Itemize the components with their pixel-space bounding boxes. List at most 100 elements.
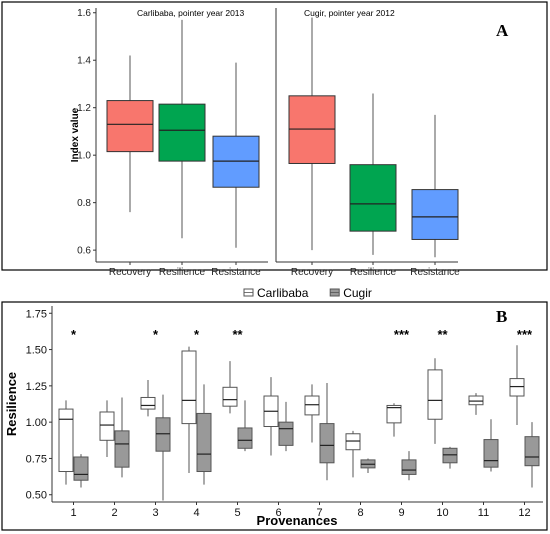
panel-a-carlibaba-resilience-iqr <box>158 103 206 162</box>
panel-b-x-tick-label: 10 <box>436 507 448 519</box>
panel-b-cugir-p7-box <box>319 382 335 481</box>
panel-b-x-tick-label: 5 <box>234 507 240 519</box>
panel-a-cugir-resilience-box <box>349 93 397 255</box>
panel-b-carlibaba-p5-box <box>222 361 238 414</box>
panel-b-y-tick-label: 0.75 <box>26 453 47 465</box>
panel-b-cugir-p7-iqr <box>319 423 335 464</box>
panel-a-letter: A <box>496 21 509 40</box>
panel-b-cugir-p4-iqr <box>196 412 212 473</box>
panel-b-cugir-p12-box <box>524 422 540 488</box>
panel-a-subplot-title: Cugir, pointer year 2012 <box>304 8 395 18</box>
panel-a-x-tick-label: Resilience <box>159 267 206 278</box>
panel-b-cugir-p4-box <box>196 384 212 485</box>
panel-b-boxes <box>58 345 540 501</box>
panel-b-y-tick-label: 1.25 <box>26 381 47 393</box>
panel-b-carlibaba-p10-iqr <box>427 369 443 420</box>
panel-b-carlibaba-p9-box <box>386 403 402 437</box>
panel-b-carlibaba-p4-iqr <box>181 350 197 425</box>
panel-a-cugir-resistance-box <box>411 114 459 258</box>
panel-a-y-tick-label: 1.0 <box>77 151 91 162</box>
panel-b-cugir-p9-iqr <box>401 459 417 475</box>
panel-b: B 0.50 0.75 1.00 1.25 1.50 1.75 Resilience Prov… <box>1 301 548 531</box>
panel-b-carlibaba-p9-iqr <box>386 404 402 424</box>
panel-a-carlibaba-resilience-box <box>158 19 206 239</box>
panel-b-cugir-p5-iqr <box>237 427 253 449</box>
panel-b-carlibaba-p1-iqr <box>58 408 74 473</box>
panel-b-cugir-p1-box <box>73 454 89 488</box>
panel-a-y-tick-label: 0.6 <box>77 246 91 257</box>
panel-b-carlibaba-p11-iqr <box>468 395 484 406</box>
panel-b-cugir-p11-iqr <box>483 439 499 468</box>
panel-b-carlibaba-p7-box <box>304 384 320 443</box>
legend-label: Carlibaba <box>257 286 309 300</box>
panel-b-significance-label: * <box>194 327 200 342</box>
panel-a-carlibaba-recovery-iqr <box>106 100 154 153</box>
panel-b-cugir-p5-box <box>237 400 253 452</box>
panel-b-carlibaba-p12-iqr <box>509 378 525 397</box>
panel-b-cugir-p3-iqr <box>155 417 171 452</box>
panel-b-y-axis-title: Resilience <box>4 372 19 436</box>
panel-b-y-tick-label: 1.00 <box>26 417 47 429</box>
panel-a-carlibaba-recovery-box <box>106 55 154 213</box>
panel-b-x-axis-title: Provenances <box>257 513 338 528</box>
panel-b-carlibaba-p2-iqr <box>99 411 115 441</box>
panel-b-cugir-p6-iqr <box>278 421 294 446</box>
panel-b-x-tick-label: 8 <box>357 507 363 519</box>
panel-b-x-tick-label: 9 <box>398 507 404 519</box>
panel-a-x-tick-label: Resistance <box>410 267 460 278</box>
panel-b-carlibaba-p5-iqr <box>222 386 238 407</box>
panel-b-cugir-p1-iqr <box>73 456 89 481</box>
panel-a-y-tick-label: 1.4 <box>77 56 91 67</box>
panel-b-carlibaba-p1-box <box>58 400 74 485</box>
panel-a-x-tick-label: Recovery <box>291 267 333 278</box>
panel-b-carlibaba-p8-iqr <box>345 433 361 451</box>
panel-a-x-tick-label: Recovery <box>109 267 151 278</box>
panel-b-cugir-p10-iqr <box>442 447 458 464</box>
panel-b-carlibaba-p11-box <box>468 393 484 415</box>
panel-a-boxes <box>106 17 459 258</box>
panel-a-axes: 0.6 0.8 1.0 1.2 1.4 1.6 Index value Carlibaba, … <box>70 8 460 278</box>
panel-b-x-tick-label: 11 <box>478 507 489 519</box>
panel-b-x-tick-label: 12 <box>518 507 530 519</box>
panel-a-y-tick-label: 0.8 <box>77 198 91 209</box>
panel-b-carlibaba-p7-iqr <box>304 395 320 416</box>
panel-b-x-tick-label: 2 <box>111 507 117 519</box>
panel-b-cugir-p2-box <box>114 397 130 478</box>
panel-b-letter: B <box>496 307 507 326</box>
panel-b-cugir-p10-box <box>442 446 458 469</box>
panel-b-carlibaba-p10-box <box>427 358 443 444</box>
panel-b-carlibaba-p8-box <box>345 430 361 478</box>
panel-b-cugir-p3-box <box>155 394 171 501</box>
panel-a-carlibaba-resistance-box <box>212 62 260 248</box>
panel-b-cugir-p11-box <box>483 419 499 472</box>
panel-b-cugir-p6-box <box>278 401 294 452</box>
panel-b-significance-label: *** <box>517 327 533 342</box>
panel-b-y-tick-label: 1.75 <box>26 308 47 320</box>
panel-b-significance-label: ** <box>232 327 243 342</box>
legend-entry-cugir: Cugir <box>329 286 372 300</box>
panel-a-cugir-recovery-box <box>288 17 336 251</box>
panel-b-carlibaba-p3-box <box>140 380 156 417</box>
panel-a-y-tick-label: 1.6 <box>77 8 91 19</box>
panel-b-cugir-p2-iqr <box>114 430 130 468</box>
panel-b-significance-label: * <box>71 327 77 342</box>
panel-b-x-tick-label: 4 <box>193 507 199 519</box>
panel-b-x-tick-label: 3 <box>152 507 158 519</box>
panel-a: A 0.6 0.8 1.0 1.2 1.4 1.6 Index value Carlibaba… <box>1 1 548 278</box>
panel-a-cugir-resistance-iqr <box>411 189 459 240</box>
panel-b-x-tick-label: 1 <box>70 507 76 519</box>
legend-entry-carlibaba: Carlibaba <box>243 286 309 300</box>
panel-a-cugir-resilience-iqr <box>349 164 397 232</box>
panel-b-cugir-p12-iqr <box>524 436 540 467</box>
legend: Carlibaba Cugir <box>243 286 372 300</box>
panel-b-axes: 0.50 0.75 1.00 1.25 1.50 1.75 Resilience Proven… <box>4 306 543 528</box>
panel-b-x-tick-label: 7 <box>316 507 322 519</box>
panel-b-carlibaba-p4-box <box>181 346 197 473</box>
panel-a-x-tick-label: Resilience <box>350 267 397 278</box>
panel-b-significance-label: *** <box>394 327 410 342</box>
panel-b-cugir-p8-box <box>360 458 376 473</box>
panel-b-carlibaba-p2-box <box>99 400 115 457</box>
panel-b-x-tick-label: 6 <box>275 507 281 519</box>
panel-b-cugir-p9-box <box>401 451 417 481</box>
